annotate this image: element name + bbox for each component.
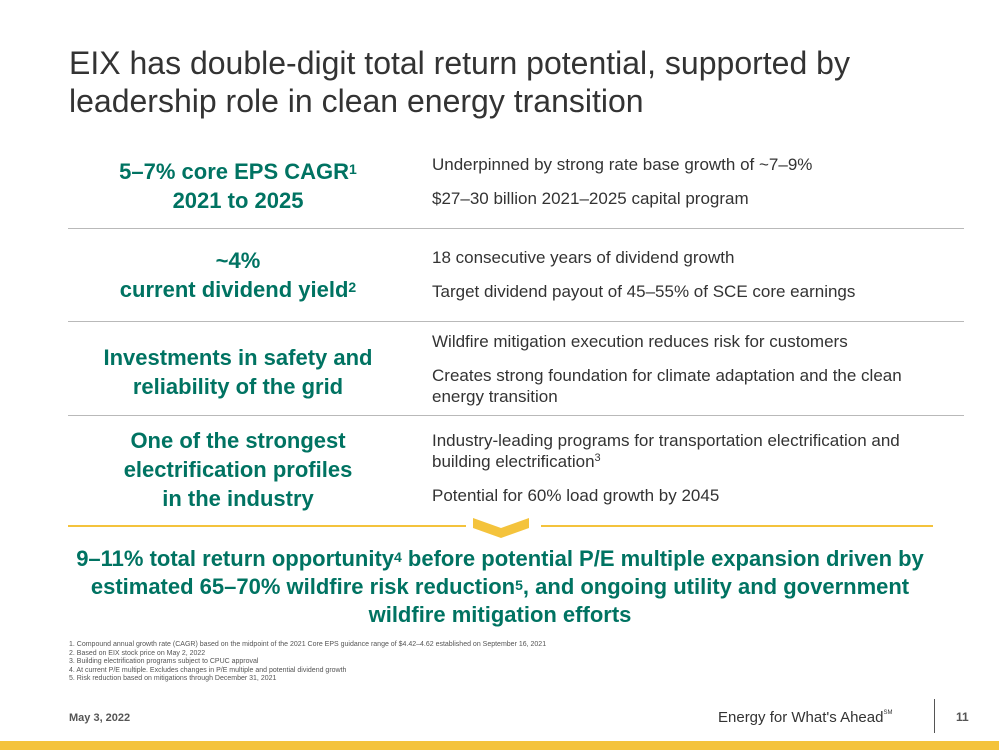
footnote: 1. Compound annual growth rate (CAGR) ba…: [69, 641, 547, 648]
row-details: Wildfire mitigation execution reduces ri…: [432, 331, 932, 420]
detail-item: Wildfire mitigation execution reduces ri…: [432, 332, 848, 351]
row-heading-line: ~4%: [215, 248, 261, 273]
detail-text: Industry-leading programs for transporta…: [432, 431, 900, 471]
footnote: 4. At current P/E multiple. Excludes cha…: [69, 666, 347, 674]
footnote-ref: 3: [594, 452, 601, 464]
slide-date: May 3, 2022: [69, 712, 131, 724]
tagline-text: Energy for What's Ahead: [718, 709, 884, 726]
row-safety-reliability: Investments in safety and reliability of…: [68, 322, 964, 415]
row-details: Underpinned by strong rate base growth o…: [432, 154, 932, 222]
detail-item: Potential for 60% load growth by 2045: [432, 486, 720, 505]
row-dividend-yield: ~4% current dividend yield2 18 consecuti…: [68, 229, 964, 321]
row-heading-line: reliability of the grid: [132, 374, 344, 399]
detail-item: 18 consecutive years of dividend growth: [432, 248, 735, 267]
footnote: 3. Building electrification programs sub…: [69, 658, 259, 665]
row-heading-line: electrification profiles: [123, 457, 353, 482]
footnote-ref: 4: [394, 549, 402, 565]
row-heading-line: Investments in safety and: [103, 345, 373, 370]
conclusion-statement: 9–11% total return opportunity4 before p…: [60, 545, 940, 629]
detail-item: Industry-leading programs for transporta…: [432, 430, 932, 472]
detail-item: Creates strong foundation for climate ad…: [432, 366, 902, 406]
row-heading: One of the strongest electrification pro…: [68, 426, 408, 513]
row-heading: Investments in safety and reliability of…: [68, 343, 408, 401]
row-electrification: One of the strongest electrification pro…: [68, 416, 964, 520]
row-heading: 5–7% core EPS CAGR1 2021 to 2025: [68, 157, 408, 215]
row-heading-line: 2021 to 2025: [172, 188, 304, 213]
bottom-accent-bar: [0, 741, 999, 750]
page-number: 11: [956, 710, 969, 724]
row-heading-line: 5–7% core EPS CAGR: [119, 159, 350, 184]
gold-separator-right: [541, 525, 933, 527]
chevron-down-icon: [473, 518, 529, 538]
footnote: 5. Risk reduction based on mitigations t…: [69, 675, 277, 682]
row-eps-growth: 5–7% core EPS CAGR1 2021 to 2025 Underpi…: [68, 150, 964, 228]
row-divider: [68, 228, 964, 229]
conclusion-text: 9–11% total return opportunity: [76, 546, 395, 571]
detail-item: Underpinned by strong rate base growth o…: [432, 155, 813, 174]
row-divider: [68, 321, 964, 322]
detail-item: Target dividend payout of 45–55% of SCE …: [432, 282, 856, 301]
footnote-ref: 1: [349, 161, 357, 177]
service-mark: SM: [883, 710, 893, 716]
footnote: 2. Based on EIX stock price on May 2, 20…: [69, 649, 206, 657]
conclusion-text: before potential P/E multiple expansion …: [90, 546, 924, 599]
row-heading: ~4% current dividend yield2: [68, 246, 408, 304]
row-divider: [68, 415, 964, 416]
slide-title: EIX has double-digit total return potent…: [69, 45, 850, 119]
row-heading-line: in the industry: [162, 486, 314, 511]
row-details: 18 consecutive years of dividend growth …: [432, 247, 932, 315]
footer-divider: [934, 699, 935, 733]
row-heading-line: One of the strongest: [130, 428, 346, 453]
footnote-ref: 2: [348, 279, 357, 295]
detail-item: $27–30 billion 2021–2025 capital program: [432, 189, 749, 208]
row-heading-line: current dividend yield: [119, 277, 349, 302]
gold-separator-left: [68, 525, 466, 527]
row-details: Industry-leading programs for transporta…: [432, 430, 932, 519]
footnote-ref: 5: [515, 577, 523, 593]
company-tagline: Energy for What's AheadSM: [718, 709, 892, 726]
footnotes: 1. Compound annual growth rate (CAGR) ba…: [69, 641, 949, 684]
conclusion-text: , and ongoing utility and government wil…: [368, 574, 910, 627]
